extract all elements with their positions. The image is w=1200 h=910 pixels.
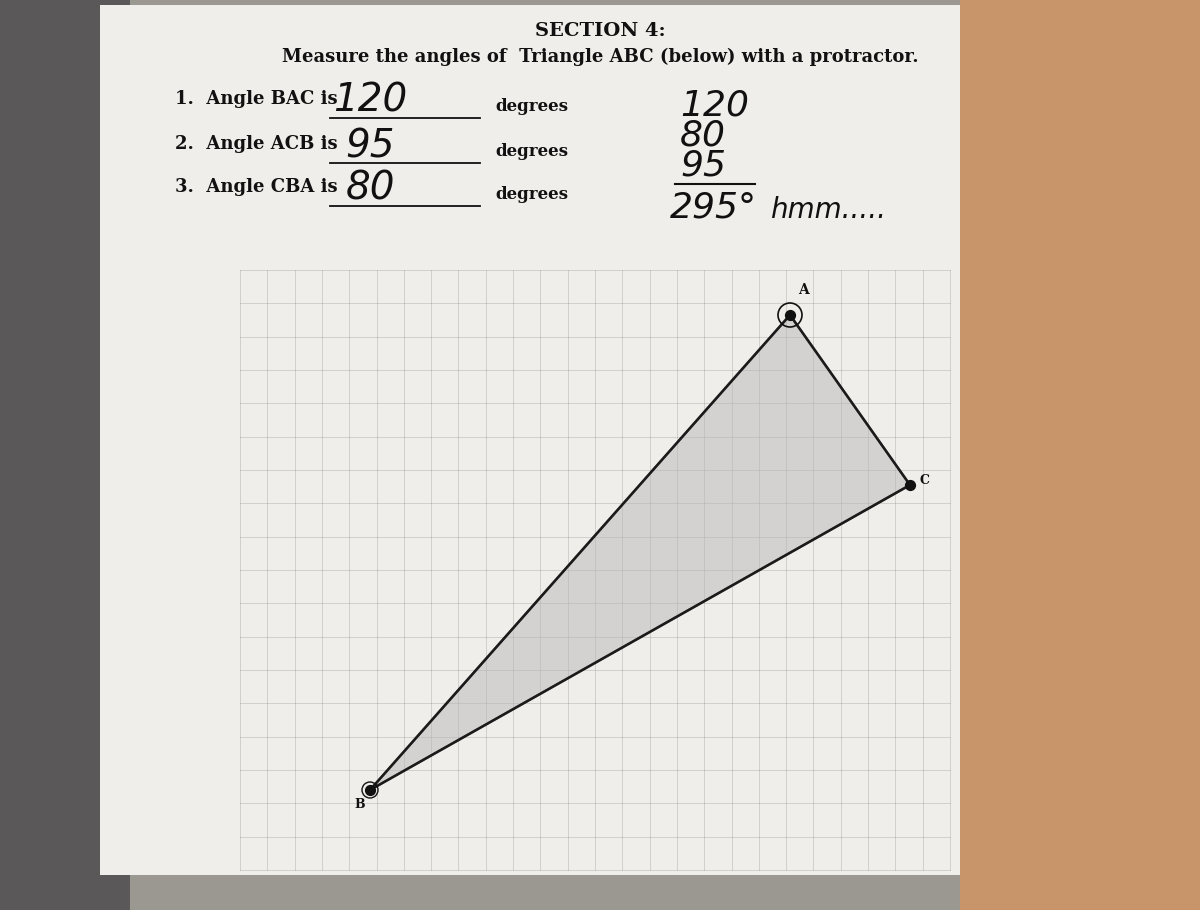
Text: degrees: degrees bbox=[496, 98, 568, 115]
Text: B: B bbox=[354, 798, 365, 811]
Polygon shape bbox=[370, 315, 910, 790]
Text: 120: 120 bbox=[680, 88, 749, 122]
Text: 80: 80 bbox=[680, 118, 726, 152]
Bar bbox=[960, 0, 1200, 910]
Point bbox=[900, 478, 919, 492]
Text: 95: 95 bbox=[346, 127, 395, 165]
Text: SECTION 4:: SECTION 4: bbox=[535, 22, 665, 40]
Text: C: C bbox=[920, 473, 930, 487]
Text: 120: 120 bbox=[332, 82, 407, 120]
FancyBboxPatch shape bbox=[100, 5, 960, 875]
Text: 295°: 295° bbox=[670, 190, 757, 224]
Bar bbox=[130, 0, 960, 910]
Text: 80: 80 bbox=[346, 170, 395, 208]
Text: Measure the angles of  Triangle ABC (below) with a protractor.: Measure the angles of Triangle ABC (belo… bbox=[282, 48, 918, 66]
Text: 2.  Angle ACB is: 2. Angle ACB is bbox=[175, 135, 337, 153]
Text: degrees: degrees bbox=[496, 143, 568, 160]
Point bbox=[360, 783, 379, 797]
Text: 3.  Angle CBA is: 3. Angle CBA is bbox=[175, 178, 337, 196]
Text: 1.  Angle BAC is: 1. Angle BAC is bbox=[175, 90, 337, 108]
Text: 95: 95 bbox=[680, 148, 726, 182]
Point bbox=[780, 308, 799, 322]
Bar bbox=[0, 0, 130, 910]
Text: degrees: degrees bbox=[496, 186, 568, 203]
Text: hmm.....: hmm..... bbox=[770, 196, 886, 224]
Text: A: A bbox=[798, 283, 809, 297]
